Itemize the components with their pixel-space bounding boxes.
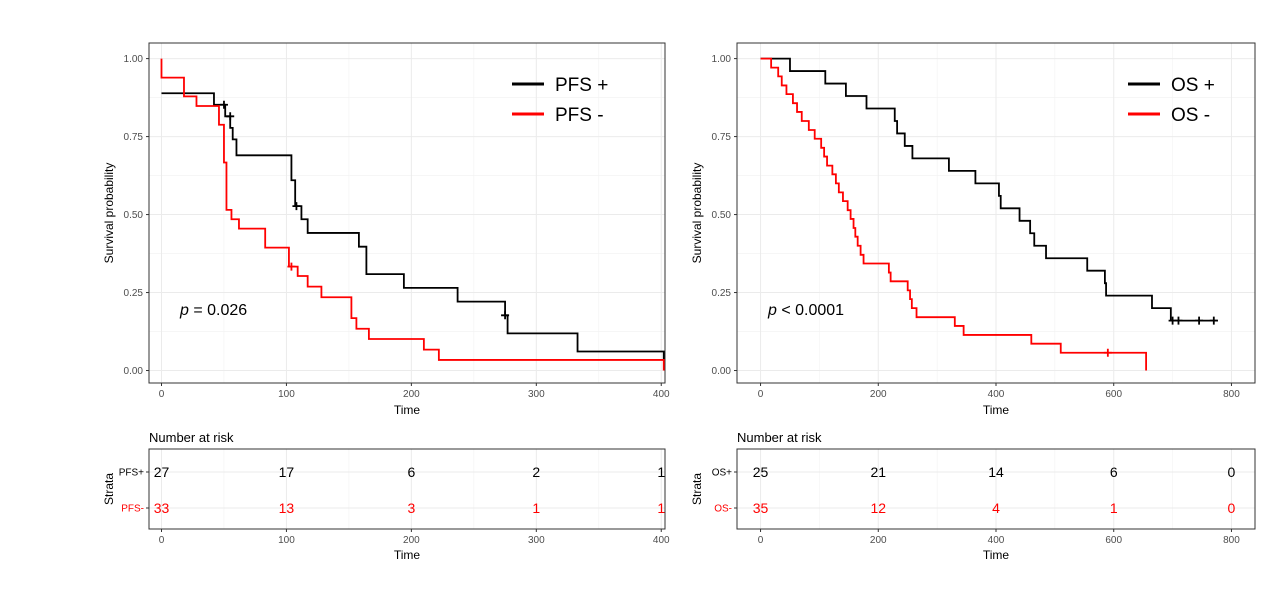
- y-tick-label: 0.00: [712, 366, 732, 377]
- survival-curve-2: [760, 57, 1147, 371]
- censor-mark: [287, 262, 296, 271]
- y-tick-label: 0.75: [124, 132, 144, 143]
- p-value-prefix: p: [767, 302, 777, 319]
- risk-table-background: [149, 449, 665, 529]
- risk-count: 0: [1228, 464, 1236, 480]
- risk-table-strata-label: PFS-: [121, 504, 144, 515]
- risk-table-tick-label: 200: [403, 535, 420, 546]
- legend-label-2: OS -: [1171, 105, 1210, 126]
- plot-background: [149, 43, 665, 383]
- censor-mark: [226, 112, 235, 121]
- risk-count: 2: [532, 464, 540, 480]
- p-value-label: p = 0.026: [179, 302, 247, 319]
- risk-count: 1: [657, 500, 665, 516]
- risk-table-border: [736, 448, 1256, 530]
- risk-table-strata-label: OS+: [712, 468, 732, 479]
- chart-panel-2: 0 200 400 600 800 0.00 0.25 0.50 0.75 1.00 Time Sur…: [690, 42, 1256, 417]
- censor-mark: [292, 202, 301, 211]
- plot-border: [736, 42, 1256, 384]
- risk-table-tick-label: 400: [988, 535, 1005, 546]
- p-value-label: p < 0.0001: [767, 302, 844, 319]
- risk-table-tick-label: 300: [528, 535, 545, 546]
- x-tick-label: 200: [403, 389, 420, 400]
- y-tick-label: 0.25: [124, 288, 144, 299]
- p-value-text: = 0.026: [189, 302, 247, 319]
- y-tick-label: 0.00: [124, 366, 144, 377]
- legend-label-1: OS +: [1171, 75, 1215, 96]
- x-tick-label: 0: [159, 389, 165, 400]
- risk-table-x-label: Time: [394, 548, 421, 562]
- risk-table-tick-label: 400: [653, 535, 670, 546]
- risk-table-tick-label: 200: [870, 535, 887, 546]
- risk-table-strata-label: PFS+: [119, 468, 144, 479]
- risk-count: 27: [154, 464, 170, 480]
- censor-mark: [219, 100, 228, 109]
- x-tick-label: 400: [653, 389, 670, 400]
- p-value-text: < 0.0001: [777, 302, 844, 319]
- risk-count: 25: [753, 464, 769, 480]
- legend-label-1: PFS +: [555, 75, 608, 96]
- risk-count: 3: [407, 500, 415, 516]
- legend: PFS + PFS -: [512, 75, 608, 126]
- risk-count: 6: [1110, 464, 1118, 480]
- risk-table-border: [148, 448, 666, 530]
- risk-count: 35: [753, 500, 769, 516]
- risk-count: 1: [532, 500, 540, 516]
- plot-border: [148, 42, 666, 384]
- risk-count: 13: [279, 500, 295, 516]
- risk-count: 33: [154, 500, 170, 516]
- x-axis-label: Time: [394, 403, 421, 417]
- risk-count: 4: [992, 500, 1000, 516]
- x-axis-label: Time: [983, 403, 1010, 417]
- x-tick-label: 200: [870, 389, 887, 400]
- y-axis-label: Survival probability: [690, 163, 704, 264]
- legend-label-2: PFS -: [555, 105, 604, 126]
- risk-table-tick-label: 0: [758, 535, 764, 546]
- x-tick-label: 0: [758, 389, 764, 400]
- risk-table-title: Number at risk: [737, 430, 822, 445]
- risk-count: 1: [657, 464, 665, 480]
- x-tick-label: 100: [278, 389, 295, 400]
- risk-table-tick-label: 0: [159, 535, 165, 546]
- risk-table-tick-label: 600: [1105, 535, 1122, 546]
- y-tick-label: 1.00: [712, 54, 732, 65]
- risk-table-y-label: Strata: [102, 473, 116, 505]
- survival-curve-2: [160, 58, 665, 371]
- y-tick-label: 0.75: [712, 132, 732, 143]
- chart-panel-1: 0 100 200 300 400 0.00 0.25 0.50 0.75 1.00 Time Sur…: [102, 42, 670, 417]
- x-tick-label: 300: [528, 389, 545, 400]
- risk-count: 21: [870, 464, 886, 480]
- risk-table-tick-label: 100: [278, 535, 295, 546]
- censor-mark: [1174, 316, 1183, 325]
- y-tick-label: 1.00: [124, 54, 144, 65]
- p-value-prefix: p: [179, 302, 189, 319]
- risk-count: 0: [1228, 500, 1236, 516]
- risk-count: 14: [988, 464, 1004, 480]
- risk-count: 12: [870, 500, 886, 516]
- risk-table-title: Number at risk: [149, 430, 234, 445]
- censor-mark: [501, 311, 510, 320]
- survival-curve-1: [760, 57, 1218, 322]
- y-tick-label: 0.25: [712, 288, 732, 299]
- risk-table-y-label: Strata: [690, 473, 704, 505]
- risk-table-strata-label: OS-: [714, 504, 732, 515]
- legend: OS + OS -: [1128, 75, 1215, 126]
- x-tick-label: 800: [1223, 389, 1240, 400]
- risk-table-x-label: Time: [983, 548, 1010, 562]
- censor-mark: [1209, 316, 1218, 325]
- risk-table-tick-label: 800: [1223, 535, 1240, 546]
- x-tick-label: 600: [1105, 389, 1122, 400]
- y-tick-label: 0.50: [712, 210, 732, 221]
- risk-table-1: Number at risk 0 100 200 300 400 PFS+ 27 17 6 2 1 PF…: [102, 430, 670, 562]
- x-tick-label: 400: [988, 389, 1005, 400]
- y-tick-label: 0.50: [124, 210, 144, 221]
- risk-count: 1: [1110, 500, 1118, 516]
- censor-mark: [1103, 348, 1112, 357]
- y-axis-label: Survival probability: [102, 163, 116, 264]
- risk-count: 17: [279, 464, 295, 480]
- risk-count: 6: [407, 464, 415, 480]
- censor-mark: [1195, 316, 1204, 325]
